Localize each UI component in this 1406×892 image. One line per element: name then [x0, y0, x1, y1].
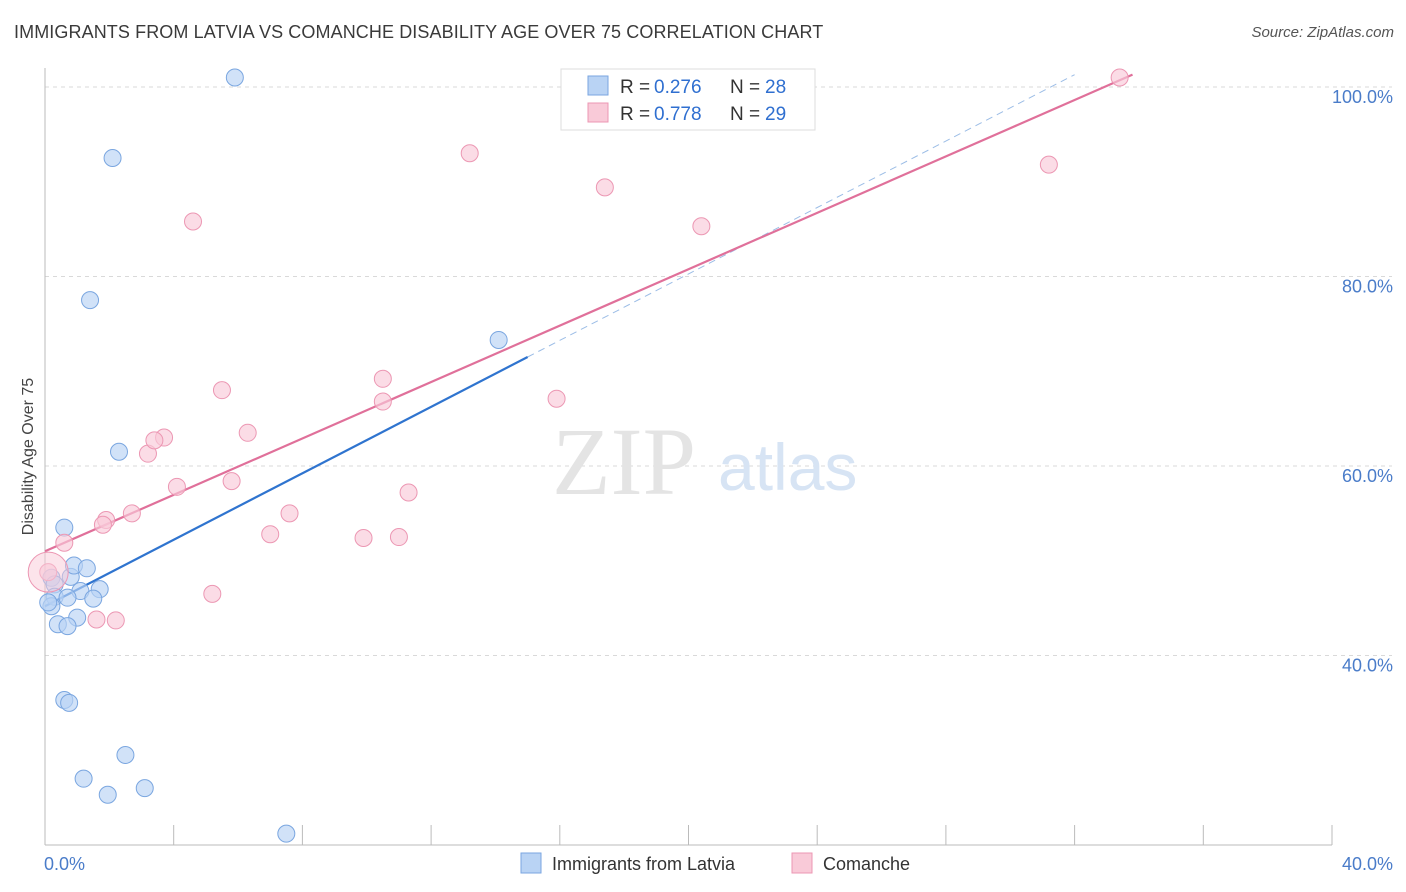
point-pink-1 [460, 144, 479, 163]
legend-n-label-comanche: N = [730, 104, 760, 125]
x-tick-labels: 0.0% 40.0% [44, 854, 1393, 874]
y-tick-label-2: 60.0% [1342, 466, 1393, 486]
point-pink-24 [55, 533, 74, 552]
point-pink-large [27, 551, 69, 593]
point-blue-1 [103, 149, 122, 168]
y-tick-labels: 100.0% 80.0% 60.0% 40.0% [1332, 87, 1393, 676]
bottom-legend-swatch-latvia [520, 852, 542, 874]
grid-lines [45, 86, 1392, 656]
point-pink-14 [167, 477, 186, 496]
point-pink-18 [122, 504, 141, 523]
bottom-legend: Immigrants from Latvia Comanche [520, 852, 910, 874]
point-blue-23 [74, 769, 93, 788]
chart-title: IMMIGRANTS FROM LATVIA VS COMANCHE DISAB… [14, 22, 824, 42]
point-blue-3 [489, 330, 508, 349]
point-blue-4 [110, 442, 129, 461]
legend-r-label-comanche: R = [620, 104, 650, 125]
legend-r-label-latvia: R = [620, 77, 650, 98]
watermark-atlas: atlas [718, 430, 857, 504]
point-blue-26 [277, 824, 296, 843]
watermark: ZIP atlas [552, 408, 857, 515]
y-axis-label: Disability Age Over 75 [20, 378, 37, 536]
legend-r-value-comanche: 0.778 [654, 104, 702, 125]
point-pink-27 [87, 610, 106, 629]
point-pink-13 [145, 431, 164, 450]
point-blue-0 [225, 68, 244, 87]
point-blue-22 [116, 745, 135, 764]
point-blue-21 [60, 693, 79, 712]
point-pink-21 [354, 528, 373, 547]
point-blue-10 [77, 559, 96, 578]
legend: R = 0.276 N = 28 R = 0.778 N = 29 [560, 68, 816, 131]
y-tick-label-1: 80.0% [1342, 276, 1393, 296]
legend-swatch-latvia [587, 75, 609, 96]
data-points [27, 68, 1129, 843]
point-blue-2 [81, 291, 100, 310]
point-pink-8 [373, 369, 392, 388]
x-tick-label-0: 0.0% [44, 854, 85, 874]
axes [44, 68, 1333, 846]
point-pink-10 [238, 423, 257, 442]
chart-source: Source: ZipAtlas.com [1251, 24, 1394, 41]
legend-n-label-latvia: N = [730, 77, 760, 98]
point-pink-22 [389, 528, 408, 547]
bottom-legend-swatch-comanche [791, 852, 813, 874]
y-tick-label-3: 40.0% [1342, 655, 1393, 675]
point-pink-6 [212, 381, 231, 400]
trend-lines [44, 73, 1133, 608]
bottom-legend-label-latvia: Immigrants from Latvia [552, 854, 736, 874]
legend-n-value-latvia: 28 [765, 77, 786, 98]
point-pink-19 [280, 504, 299, 523]
point-pink-9 [547, 389, 566, 408]
point-pink-20 [261, 525, 280, 544]
bottom-legend-label-comanche: Comanche [823, 854, 910, 874]
legend-r-value-latvia: 0.276 [654, 77, 702, 98]
point-pink-15 [222, 472, 241, 491]
point-blue-27 [39, 593, 58, 612]
point-blue-19 [58, 617, 77, 636]
point-pink-2 [1039, 155, 1058, 174]
watermark-zip: ZIP [552, 408, 696, 515]
point-pink-23 [93, 515, 112, 534]
x-tick-label-1: 40.0% [1342, 854, 1393, 874]
legend-swatch-comanche [587, 102, 609, 123]
trend-line-blue [44, 356, 529, 608]
point-pink-5 [692, 217, 711, 236]
point-pink-3 [595, 178, 614, 197]
point-blue-5 [55, 518, 74, 537]
point-pink-28 [106, 611, 125, 630]
point-blue-15 [84, 589, 103, 608]
point-pink-26 [203, 584, 222, 603]
point-pink-16 [399, 483, 418, 502]
point-blue-14 [58, 588, 77, 607]
point-blue-24 [98, 785, 117, 804]
legend-n-value-comanche: 29 [765, 104, 786, 125]
point-pink-7 [373, 392, 392, 411]
trend-line-pink [44, 73, 1133, 553]
point-blue-25 [135, 779, 154, 798]
y-tick-label-0: 100.0% [1332, 87, 1393, 107]
point-pink-4 [184, 212, 203, 231]
point-pink-0 [1110, 68, 1129, 87]
trend-extension-0 [527, 74, 1075, 358]
